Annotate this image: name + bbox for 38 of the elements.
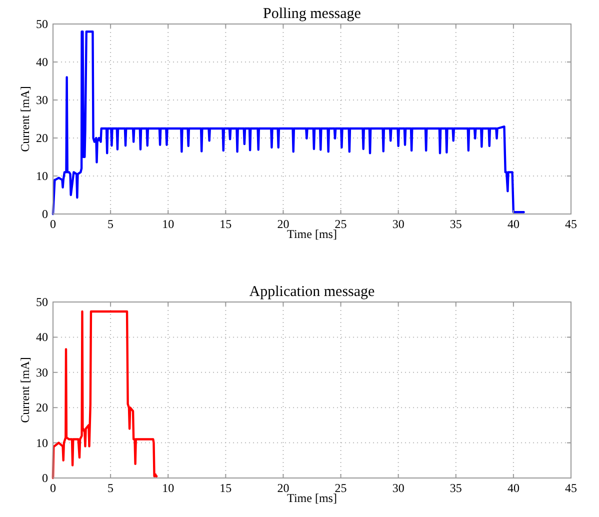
x-tick-label: 35 bbox=[450, 217, 462, 231]
x-tick-label: 5 bbox=[108, 217, 114, 231]
y-tick-label: 40 bbox=[36, 55, 48, 69]
y-tick-label: 0 bbox=[42, 207, 48, 221]
chart-title: Application message bbox=[249, 284, 376, 300]
y-tick-label: 40 bbox=[36, 330, 48, 344]
x-tick-label: 40 bbox=[507, 481, 520, 495]
x-axis-title: Time [ms] bbox=[287, 227, 337, 241]
y-tick-label: 0 bbox=[42, 471, 48, 485]
chart-title: Polling message bbox=[263, 6, 362, 22]
y-tick-label: 50 bbox=[36, 295, 48, 309]
x-tick-label: 25 bbox=[334, 217, 347, 231]
y-tick-label: 50 bbox=[36, 17, 48, 31]
x-tick-label: 20 bbox=[277, 217, 290, 231]
x-tick-label: 45 bbox=[565, 481, 577, 495]
x-tick-label: 5 bbox=[108, 481, 114, 495]
y-tick-label: 30 bbox=[36, 93, 48, 107]
x-tick-label: 35 bbox=[450, 481, 462, 495]
y-tick-label: 20 bbox=[36, 131, 48, 145]
x-tick-label: 20 bbox=[277, 481, 290, 495]
y-tick-label: 10 bbox=[36, 436, 48, 450]
x-tick-label: 40 bbox=[507, 217, 520, 231]
x-axis-title: Time [ms] bbox=[287, 491, 337, 505]
x-tick-label: 15 bbox=[220, 481, 232, 495]
y-tick-label: 20 bbox=[36, 400, 48, 415]
x-tick-label: 25 bbox=[334, 481, 347, 495]
x-tick-label: 30 bbox=[392, 481, 404, 495]
x-tick-label: 10 bbox=[162, 217, 174, 231]
x-tick-label: 30 bbox=[392, 217, 404, 231]
x-tick-label: 45 bbox=[565, 217, 577, 231]
x-tick-label: 15 bbox=[220, 217, 232, 231]
y-tick-label: 30 bbox=[36, 365, 48, 380]
y-axis-title: Current [mA] bbox=[18, 86, 32, 152]
y-axis-title: Current [mA] bbox=[18, 357, 32, 423]
line-series bbox=[52, 310, 158, 480]
x-tick-label: 10 bbox=[162, 481, 174, 495]
line-series bbox=[52, 30, 525, 216]
y-tick-label: 10 bbox=[36, 169, 48, 183]
